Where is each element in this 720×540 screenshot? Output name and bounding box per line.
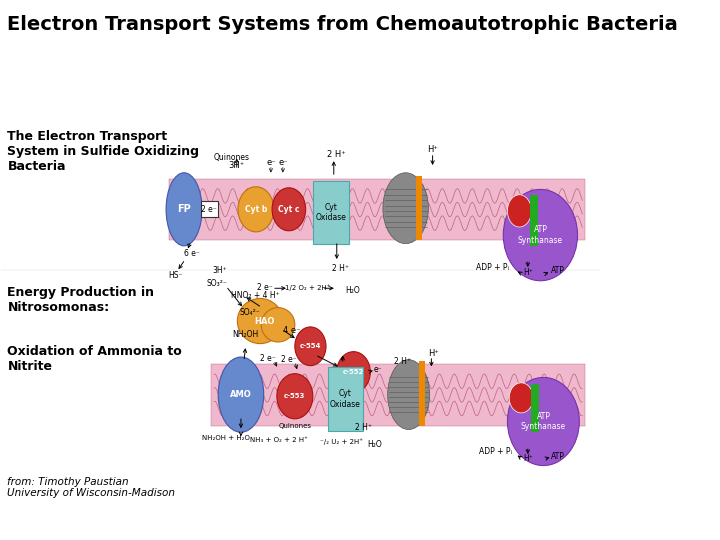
Text: HAO: HAO bbox=[255, 316, 275, 326]
Text: ADP + Pᵢ: ADP + Pᵢ bbox=[476, 263, 509, 272]
Text: e⁻: e⁻ bbox=[266, 158, 276, 167]
Text: H⁺: H⁺ bbox=[523, 454, 534, 463]
Text: Oxidation of Ammonia to
Nitrite: Oxidation of Ammonia to Nitrite bbox=[7, 345, 182, 373]
Ellipse shape bbox=[277, 374, 312, 419]
Bar bbox=[312, 181, 348, 244]
Ellipse shape bbox=[509, 383, 534, 413]
Text: 3H⁺: 3H⁺ bbox=[212, 266, 228, 274]
Text: 2 H⁺: 2 H⁺ bbox=[328, 150, 346, 159]
Text: AMO: AMO bbox=[230, 390, 252, 399]
Text: H⁺: H⁺ bbox=[428, 349, 439, 358]
Text: The Electron Transport
System in Sulfide Oxidizing
Bacteria: The Electron Transport System in Sulfide… bbox=[7, 130, 199, 173]
Text: SO₄²⁻: SO₄²⁻ bbox=[240, 308, 261, 318]
Bar bbox=[169, 179, 585, 240]
Text: c-554: c-554 bbox=[300, 343, 321, 349]
Ellipse shape bbox=[383, 173, 428, 244]
Ellipse shape bbox=[166, 173, 202, 246]
Text: 2 H⁺: 2 H⁺ bbox=[355, 423, 372, 432]
Text: Energy Production in
Nitrosomonas:: Energy Production in Nitrosomonas: bbox=[7, 286, 154, 314]
Text: NH₂OH: NH₂OH bbox=[232, 330, 258, 339]
Text: H₂O: H₂O bbox=[367, 440, 382, 449]
Bar bbox=[211, 364, 585, 426]
Text: NH₃ + O₂ + 2 H⁺: NH₃ + O₂ + 2 H⁺ bbox=[250, 437, 307, 443]
Ellipse shape bbox=[272, 188, 305, 231]
Ellipse shape bbox=[503, 190, 577, 281]
Text: 2 H⁺: 2 H⁺ bbox=[394, 357, 411, 366]
Ellipse shape bbox=[295, 327, 326, 366]
Text: c-553: c-553 bbox=[284, 393, 305, 399]
Ellipse shape bbox=[387, 360, 430, 429]
Text: Quinones: Quinones bbox=[214, 153, 250, 161]
Text: 2 e⁻: 2 e⁻ bbox=[260, 354, 276, 363]
Text: Cyt b: Cyt b bbox=[245, 205, 267, 214]
Text: H⁺: H⁺ bbox=[523, 268, 534, 277]
Text: ATP: ATP bbox=[552, 453, 565, 462]
Ellipse shape bbox=[508, 377, 580, 465]
Text: 3H⁺: 3H⁺ bbox=[229, 161, 245, 170]
Text: 6 e⁻: 6 e⁻ bbox=[184, 249, 199, 258]
Text: H⁺: H⁺ bbox=[427, 145, 438, 153]
Text: Cyt
Oxidase: Cyt Oxidase bbox=[330, 389, 361, 409]
Text: 2 H⁺: 2 H⁺ bbox=[333, 264, 349, 273]
Text: ATP
Synthanase: ATP Synthanase bbox=[518, 225, 563, 245]
Text: HS⁻: HS⁻ bbox=[168, 271, 182, 280]
Bar bbox=[416, 176, 423, 240]
Text: Cyt c: Cyt c bbox=[278, 205, 300, 214]
Text: Electron Transport Systems from Chemoautotrophic Bacteria: Electron Transport Systems from Chemoaut… bbox=[7, 15, 678, 34]
Text: NH₂OH + H₂O: NH₂OH + H₂O bbox=[202, 435, 250, 441]
Bar bbox=[328, 367, 363, 431]
Text: ⁻/₂ U₂ + 2H⁺: ⁻/₂ U₂ + 2H⁺ bbox=[320, 438, 363, 445]
Text: FP: FP bbox=[177, 204, 191, 214]
Bar bbox=[419, 361, 425, 426]
Text: 1/2 O₂ + 2H⁺: 1/2 O₂ + 2H⁺ bbox=[285, 284, 330, 291]
Text: c-552: c-552 bbox=[343, 369, 364, 375]
Text: 2 e⁻: 2 e⁻ bbox=[202, 205, 217, 214]
Ellipse shape bbox=[218, 357, 264, 432]
Text: Quinones: Quinones bbox=[279, 423, 311, 429]
Text: HNO₂ + 4 H⁺: HNO₂ + 4 H⁺ bbox=[231, 291, 279, 300]
Text: ADP + Pᵢ: ADP + Pᵢ bbox=[479, 447, 512, 456]
Text: ATP
Synthanase: ATP Synthanase bbox=[521, 412, 566, 431]
Text: 2 e⁻: 2 e⁻ bbox=[257, 283, 273, 292]
Ellipse shape bbox=[508, 195, 531, 227]
Text: e⁻: e⁻ bbox=[278, 158, 288, 167]
Text: SO₃²⁻: SO₃²⁻ bbox=[207, 279, 228, 288]
Text: ATP: ATP bbox=[552, 266, 565, 274]
Text: H₂O: H₂O bbox=[345, 286, 360, 295]
Ellipse shape bbox=[238, 187, 274, 232]
Ellipse shape bbox=[261, 308, 295, 342]
Text: 4 e⁻: 4 e⁻ bbox=[283, 326, 301, 335]
Ellipse shape bbox=[238, 299, 283, 343]
Bar bbox=[201, 201, 217, 218]
Text: e⁻: e⁻ bbox=[373, 365, 382, 374]
Bar bbox=[531, 384, 539, 432]
Text: from: Timothy Paustian
University of Wisconsin-Madison: from: Timothy Paustian University of Wis… bbox=[7, 477, 176, 498]
Ellipse shape bbox=[337, 352, 370, 393]
Bar bbox=[530, 195, 538, 246]
Text: 2 e⁻: 2 e⁻ bbox=[281, 355, 297, 364]
Text: Cyt
Oxidase: Cyt Oxidase bbox=[315, 203, 346, 222]
